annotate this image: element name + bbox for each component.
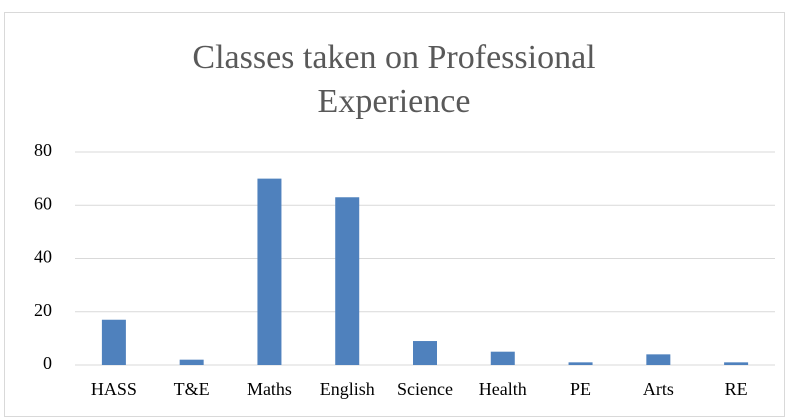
y-tick-label: 40 — [34, 247, 52, 267]
bar — [490, 351, 515, 365]
y-tick-label: 0 — [43, 353, 52, 373]
chart-title: Classes taken on Professional Experience — [192, 39, 596, 120]
x-tick-label: English — [320, 379, 375, 399]
bar — [413, 341, 437, 365]
x-tick-label: T&E — [174, 379, 210, 399]
x-tick-label: Health — [479, 379, 527, 399]
x-tick-label: RE — [725, 379, 748, 399]
bar — [646, 354, 671, 365]
x-tick-label: Maths — [247, 379, 292, 399]
bar — [568, 362, 593, 365]
y-tick-label: 80 — [34, 140, 52, 160]
bar — [335, 197, 360, 365]
x-tick-label: Science — [397, 379, 453, 399]
bar — [257, 178, 282, 365]
x-tick-label: PE — [570, 379, 591, 399]
bar — [179, 359, 204, 365]
bar — [724, 362, 749, 365]
y-tick-label: 60 — [34, 193, 52, 213]
x-tick-label: HASS — [91, 379, 137, 399]
chart-border — [4, 12, 785, 417]
x-tick-label: Arts — [643, 379, 674, 399]
y-tick-label: 20 — [34, 300, 52, 320]
bar — [101, 319, 126, 365]
